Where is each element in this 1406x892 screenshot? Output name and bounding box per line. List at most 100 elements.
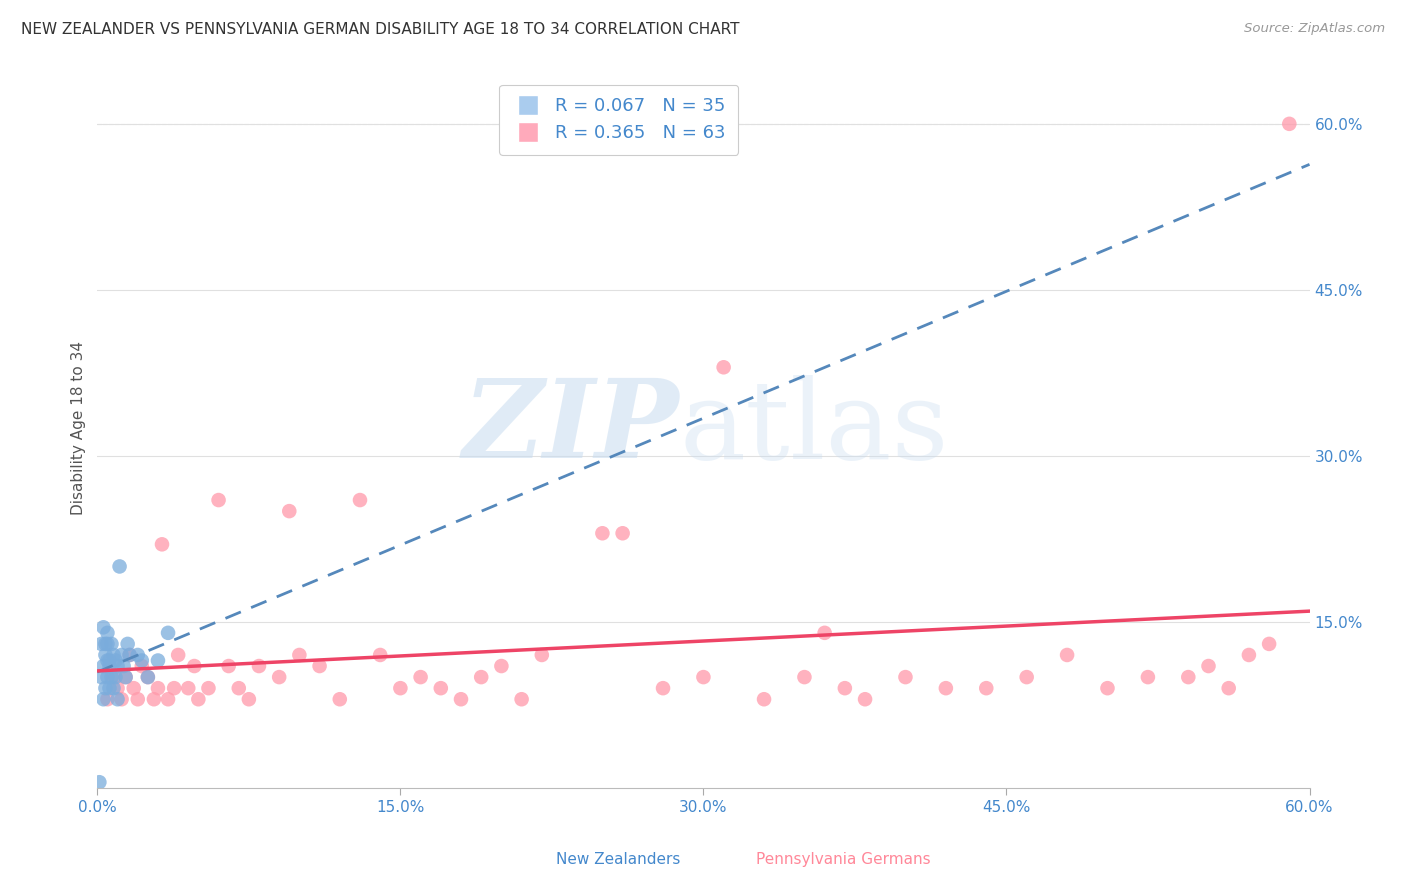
Point [136,670,159,684]
Point [98,681,121,695]
Point [1136,670,1159,684]
Point [834,681,856,695]
Point [107,659,129,673]
Text: Pennsylvania Germans: Pennsylvania Germans [756,852,931,867]
Point [974,681,997,695]
Point [112,659,135,673]
Point [90,670,112,684]
Point [96,670,118,684]
Point [1198,659,1220,673]
Point [131,659,153,673]
Point [107,681,129,695]
Point [103,648,125,662]
Point [894,670,917,684]
Point [146,653,169,667]
Text: ZIP: ZIP [463,375,679,482]
Point [107,692,129,706]
Point [1056,648,1078,662]
Point [470,670,492,684]
Point [100,637,122,651]
Y-axis label: Disability Age 18 to 34: Disability Age 18 to 34 [72,341,86,516]
Point [1097,681,1119,695]
Point [853,692,876,706]
Point [110,648,132,662]
Point [110,692,132,706]
Point [752,692,775,706]
Point [368,648,391,662]
Point [228,681,250,695]
Point [183,659,205,673]
Point [1258,637,1281,651]
Point [100,670,122,684]
Legend: R = 0.067   N = 35, R = 0.365   N = 63: R = 0.067 N = 35, R = 0.365 N = 63 [499,85,738,155]
Point [177,681,200,695]
Point [98,653,121,667]
Point [131,653,153,667]
Text: NEW ZEALANDER VS PENNSYLVANIA GERMAN DISABILITY AGE 18 TO 34 CORRELATION CHART: NEW ZEALANDER VS PENNSYLVANIA GERMAN DIS… [21,22,740,37]
Point [117,637,139,651]
Point [146,681,169,695]
Point [104,653,127,667]
Point [96,637,118,651]
Point [308,659,330,673]
Point [114,670,136,684]
Point [510,692,533,706]
Point [207,493,229,508]
Point [1278,117,1301,131]
Point [652,681,675,695]
Point [136,670,159,684]
Point [93,620,115,634]
Text: Source: ZipAtlas.com: Source: ZipAtlas.com [1244,22,1385,36]
Point [935,681,957,695]
Point [1177,670,1199,684]
Point [247,659,270,673]
Point [814,625,837,640]
Text: New Zealanders: New Zealanders [557,852,681,867]
Point [692,670,714,684]
Point [96,653,118,667]
Point [1218,681,1240,695]
Point [142,692,165,706]
Point [103,681,125,695]
Point [450,692,472,706]
Point [491,659,513,673]
Point [530,648,553,662]
Point [96,692,118,706]
Point [118,648,141,662]
Point [1015,670,1038,684]
Point [96,625,118,640]
Point [349,493,371,508]
Point [122,681,145,695]
Point [591,526,613,541]
Point [238,692,260,706]
Point [197,681,219,695]
Point [157,625,180,640]
Point [793,670,815,684]
Point [167,648,190,662]
Point [89,775,111,789]
Point [409,670,432,684]
Point [163,681,186,695]
Point [108,559,131,574]
Point [94,681,117,695]
Point [93,692,115,706]
Point [329,692,352,706]
Point [187,692,209,706]
Point [93,659,115,673]
Point [127,648,149,662]
Point [288,648,311,662]
Point [430,681,453,695]
Point [218,659,240,673]
Point [269,670,291,684]
Point [713,360,735,375]
Point [118,648,141,662]
Text: atlas: atlas [679,375,949,482]
Point [389,681,412,695]
Point [104,670,127,684]
Point [1237,648,1260,662]
Point [612,526,634,541]
Point [127,692,149,706]
Point [157,692,180,706]
Point [98,659,121,673]
Point [94,648,117,662]
